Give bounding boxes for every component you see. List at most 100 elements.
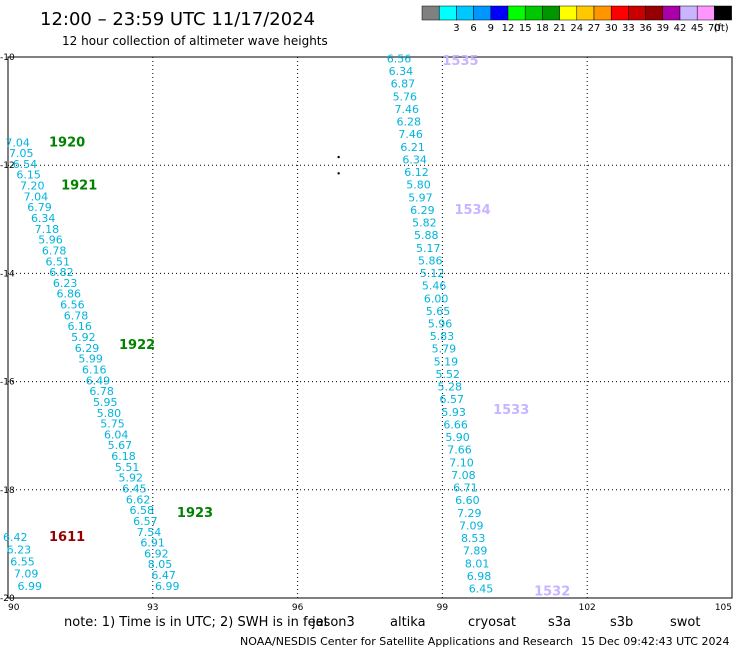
pass-time-label: 1922 xyxy=(119,338,155,353)
legend-swatch xyxy=(610,5,629,21)
wave-height-label: 5.93 xyxy=(441,406,466,419)
y-tick-label: -12 xyxy=(0,161,15,171)
wave-height-label: 7.09 xyxy=(14,568,39,581)
wave-height-label: 6.57 xyxy=(439,393,464,406)
legend-value-label: 3 xyxy=(453,23,459,34)
page-title: 12:00 – 23:59 UTC 11/17/2024 xyxy=(40,9,315,30)
wave-height-label: 6.29 xyxy=(75,342,100,355)
legend-swatch xyxy=(456,5,474,21)
legend-swatch xyxy=(593,5,612,21)
legend-value-label: 70 xyxy=(708,23,721,34)
legend-value-label: 18 xyxy=(536,23,549,34)
wave-height-label: 6.47 xyxy=(151,569,176,582)
legend-value-label: 30 xyxy=(605,23,618,34)
wave-height-label: 6.29 xyxy=(410,204,435,217)
pass-time-label: 1535 xyxy=(442,54,478,69)
wave-height-label: 6.00 xyxy=(424,292,449,305)
wave-height-label: 7.20 xyxy=(20,180,45,193)
wave-height-label: 6.49 xyxy=(86,374,111,387)
legend-value-label: 45 xyxy=(691,23,704,34)
wave-height-label: 7.04 xyxy=(5,136,30,149)
wave-height-label: 5.46 xyxy=(422,280,447,293)
wave-height-label: 5.86 xyxy=(418,254,443,267)
x-tick-label: 102 xyxy=(579,603,596,613)
legend-value-label: 33 xyxy=(622,23,635,34)
wave-height-label: 5.52 xyxy=(436,368,461,381)
wave-height-label: 7.04 xyxy=(24,190,49,203)
wave-height-label: 8.01 xyxy=(465,557,490,570)
wave-height-label: 5.88 xyxy=(414,229,439,242)
wave-height-label: 6.18 xyxy=(111,450,136,463)
wave-height-label: 7.46 xyxy=(395,103,420,116)
wave-height-label: 5.92 xyxy=(119,472,144,485)
satellite-label: cryosat xyxy=(468,615,516,630)
wave-height-label: 6.51 xyxy=(46,255,71,268)
generated-timestamp: 15 Dec 09:42:43 UTC 2024 xyxy=(581,635,729,648)
wave-height-label: 6.54 xyxy=(13,158,38,171)
pass-time-label: 1921 xyxy=(61,179,97,194)
wave-height-label: 6.66 xyxy=(443,418,468,431)
land-point xyxy=(337,172,340,175)
wave-height-label: 6.04 xyxy=(104,428,129,441)
wave-height-label: 6.56 xyxy=(60,299,85,312)
wave-height-label: 6.45 xyxy=(469,583,494,596)
wave-height-label: 7.29 xyxy=(457,507,482,520)
wave-height-label: 6.99 xyxy=(17,580,42,593)
wave-height-label: 6.62 xyxy=(126,493,151,506)
wave-height-label: 5.17 xyxy=(416,242,441,255)
wave-height-label: 7.18 xyxy=(35,223,60,236)
wave-height-label: 6.56 xyxy=(387,52,412,65)
land-point xyxy=(337,155,340,159)
wave-height-label: 5.76 xyxy=(393,90,418,103)
wave-height-label: 6.87 xyxy=(391,78,416,91)
wave-height-label: 7.10 xyxy=(449,456,474,469)
plot-area: 90 93 96 99 102 105-10-12-14-16-18-207.047.05… xyxy=(0,52,733,613)
color-scale-legend: 3 6 9 12 15 18 21 24 27 30 33 36 39 42 45 70(ft) xyxy=(421,5,732,34)
wave-height-label: 7.46 xyxy=(398,128,423,141)
wave-height-label: 5.75 xyxy=(100,418,125,431)
plot-frame xyxy=(7,56,733,599)
legend-value-label: 36 xyxy=(639,23,652,34)
wave-height-label: 5.96 xyxy=(428,318,453,331)
wave-height-label: 6.71 xyxy=(453,482,478,495)
wave-height-label: 7.05 xyxy=(9,147,34,160)
legend-swatch xyxy=(576,5,595,21)
satellite-label: jason3 xyxy=(311,615,355,630)
wave-height-label: 5.80 xyxy=(406,179,431,192)
wave-height-label: 6.55 xyxy=(10,556,35,569)
x-tick-label: 99 xyxy=(437,603,449,613)
satellite-label: altika xyxy=(390,615,426,630)
legend-value-label: 15 xyxy=(519,23,532,34)
wave-height-label: 6.23 xyxy=(53,277,78,290)
wave-height-label: 7.09 xyxy=(459,519,484,532)
wave-height-label: 6.82 xyxy=(49,266,74,279)
wave-height-label: 5.90 xyxy=(445,431,470,444)
x-tick-label: 105 xyxy=(715,603,732,613)
legend-swatch xyxy=(438,5,457,21)
legend-value-label: 6 xyxy=(470,23,476,34)
wave-height-label: 6.34 xyxy=(389,65,414,78)
y-tick-label: -20 xyxy=(0,594,15,604)
wave-height-label: 5.97 xyxy=(408,191,433,204)
legend-swatch xyxy=(542,5,560,21)
wave-height-label: 5.82 xyxy=(412,217,437,230)
wave-height-label: 8.05 xyxy=(148,558,173,571)
legend-unit: (ft) xyxy=(714,23,729,34)
legend-value-label: 24 xyxy=(570,23,583,34)
credit-line: NOAA/NESDIS Center for Satellite Applica… xyxy=(240,635,573,648)
wave-height-label: 6.98 xyxy=(467,570,492,583)
pass-time-label: 1532 xyxy=(534,584,570,599)
pass-time-label: 1923 xyxy=(177,506,213,521)
pass-time-label: 1533 xyxy=(493,403,529,418)
legend-value-label: 39 xyxy=(656,23,669,34)
pass-time-label: 1534 xyxy=(454,203,490,218)
wave-height-label: 5.83 xyxy=(430,330,455,343)
x-tick-label: 93 xyxy=(147,603,158,613)
wave-height-label: 6.23 xyxy=(7,543,32,556)
satellite-legend: jason3 altika cryosat s3a s3b swot xyxy=(311,615,700,630)
wave-height-label: 6.91 xyxy=(140,537,165,550)
pass-time-label: 1920 xyxy=(49,135,85,150)
wave-height-label: 6.86 xyxy=(56,288,81,301)
wave-height-label: 6.12 xyxy=(404,166,429,179)
satellite-label: s3b xyxy=(610,615,633,630)
